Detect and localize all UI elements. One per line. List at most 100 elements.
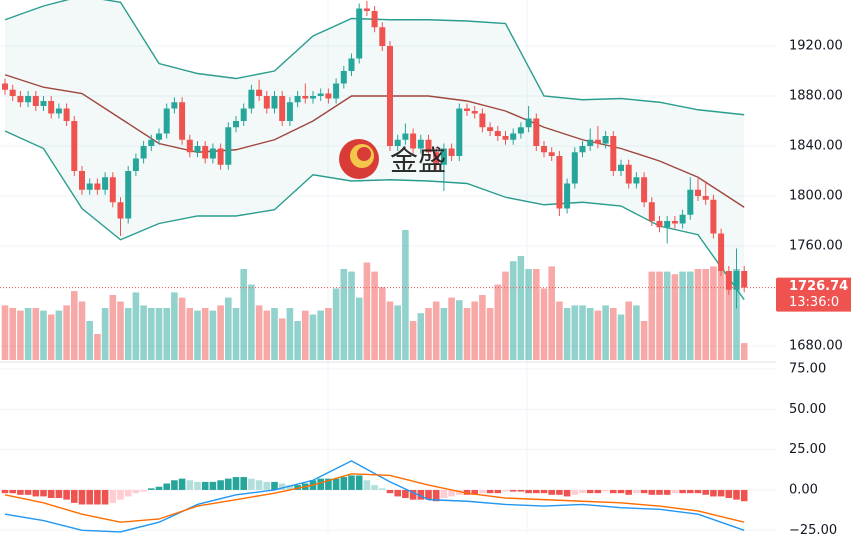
macd-hist-bar	[640, 489, 648, 494]
macd-hist-bar	[9, 489, 16, 494]
volume-bar	[86, 321, 93, 360]
volume-bar	[71, 291, 78, 360]
macd-hist-bar	[101, 489, 109, 505]
macd-hist-bar	[409, 489, 417, 500]
y-tick-label: 1680.00	[789, 339, 843, 354]
macd-hist-bar	[171, 480, 178, 490]
volume-bar	[309, 314, 317, 360]
macd-hist-bar	[317, 478, 324, 490]
volume-bar	[101, 308, 109, 360]
volume-bar	[663, 271, 671, 360]
watermark: 金盛	[339, 139, 446, 179]
candle-body	[132, 158, 139, 171]
macd-hist-bar	[86, 489, 93, 505]
volume-bar	[702, 269, 709, 360]
candle-body	[695, 189, 701, 196]
candle-body	[233, 121, 239, 128]
candle-body	[656, 221, 663, 228]
volume-bar	[502, 271, 509, 360]
macd-hist-bar	[586, 489, 594, 494]
candle-body	[440, 148, 447, 165]
candle-body	[194, 146, 201, 153]
candle-body	[163, 108, 170, 134]
candle-body	[471, 111, 478, 114]
macd-hist-bar	[602, 489, 609, 492]
volume-bar	[209, 310, 217, 360]
macd-hist-bar	[571, 489, 579, 495]
last-price-label: 1726.74	[789, 279, 848, 294]
candle-body	[333, 83, 340, 99]
macd-pane	[0, 368, 776, 533]
price-axis: 1960.00 1920.00 1880.00 1840.00 1800.00 1760.…	[776, 0, 851, 534]
macd-hist-bar	[633, 489, 640, 494]
candle-body	[63, 108, 70, 121]
macd-hist-bar	[94, 489, 101, 505]
volume-bar	[440, 308, 448, 360]
volume-bar	[294, 321, 301, 360]
macd-hist-bar	[456, 489, 463, 495]
volume-bar	[679, 271, 686, 360]
macd-tick-label: −25.00	[789, 523, 837, 534]
volume-bar	[471, 301, 478, 360]
macd-hist-bar	[656, 489, 663, 495]
macd-hist-bar	[733, 489, 740, 500]
candle-body	[2, 83, 8, 90]
volume-bar	[325, 308, 332, 360]
y-tick-label: 1760.00	[789, 239, 843, 254]
macd-hist-bar	[663, 489, 671, 495]
macd-hist-bar	[255, 480, 263, 490]
macd-hist-bar	[140, 489, 147, 492]
volume-bar	[425, 308, 432, 360]
price-pane	[0, 0, 776, 360]
volume-bar	[348, 271, 355, 360]
volume-bar	[1, 305, 9, 360]
volume-bar	[694, 269, 702, 360]
candle-body	[387, 46, 393, 146]
macd-tick-label: 75.00	[789, 361, 826, 376]
volume-bar	[640, 321, 648, 360]
volume-bar	[394, 305, 401, 360]
macd-hist-bar	[486, 489, 494, 494]
macd-hist-bar	[163, 483, 170, 490]
candle-body	[671, 221, 678, 224]
candle-body	[279, 96, 286, 121]
candle-body	[156, 133, 162, 140]
macd-tick-label: 0.00	[789, 482, 818, 497]
volume-bar	[740, 343, 748, 360]
candle-body	[202, 146, 209, 159]
macd-hist-bar	[217, 480, 224, 490]
macd-hist-bar	[124, 489, 132, 497]
macd-hist-bar	[263, 481, 271, 490]
candle-body	[286, 102, 293, 121]
candle-body	[410, 133, 417, 149]
macd-hist-bar	[394, 489, 401, 497]
macd-hist-bar	[232, 477, 240, 490]
volume-bar	[240, 269, 247, 360]
candle-body	[48, 101, 55, 114]
volume-bar	[633, 305, 640, 360]
candle-body	[579, 146, 586, 153]
volume-bar	[363, 262, 371, 360]
macd-hist-bar	[63, 489, 70, 500]
candle-body	[425, 139, 432, 153]
candle-body	[494, 131, 501, 136]
candle-body	[302, 96, 309, 99]
macd-hist-bar	[17, 489, 24, 495]
volume-bar	[155, 308, 163, 360]
macd-hist-bar	[363, 480, 371, 490]
y-tick-label: 1800.00	[789, 189, 843, 204]
candle-body	[348, 58, 355, 71]
macd-hist-bar	[325, 478, 332, 490]
macd-hist-bar	[248, 478, 255, 490]
macd-hist-bar	[379, 488, 386, 490]
volume-bar	[278, 318, 286, 360]
candle-body	[186, 139, 193, 153]
candle-body	[209, 148, 216, 159]
candle-body	[725, 271, 732, 290]
volume-bar	[263, 310, 271, 360]
volume-bar	[24, 308, 32, 360]
macd-hist-bar	[533, 489, 540, 494]
candle-body	[117, 202, 124, 219]
candle-body	[32, 96, 39, 106]
macd-hist-bar	[448, 489, 455, 497]
